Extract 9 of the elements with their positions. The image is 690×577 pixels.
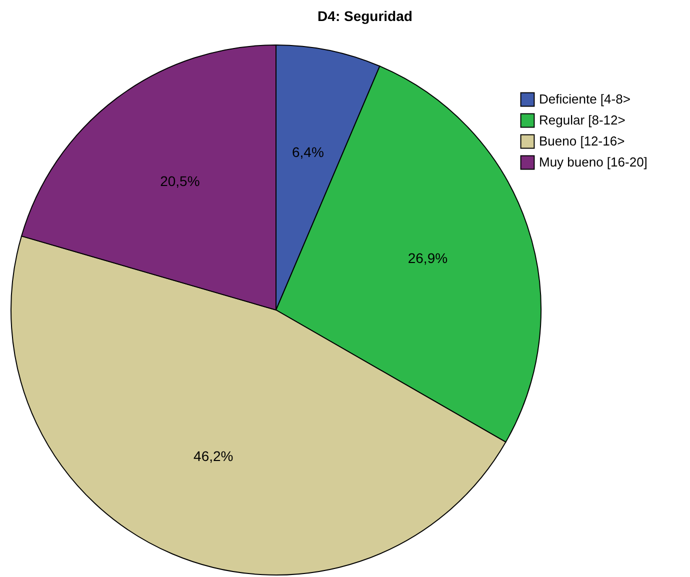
legend-label: Muy bueno [16-20] (539, 154, 648, 170)
data-label: 6,4% (292, 144, 324, 160)
data-label: 20,5% (160, 173, 200, 190)
data-label: 26,9% (408, 250, 448, 266)
legend-label: Deficiente [4-8> (539, 92, 630, 106)
legend-label: Regular [8-12> (539, 112, 626, 128)
chart-title: D4: Seguridad (318, 8, 412, 24)
legend-label: Bueno [12-16> (539, 134, 625, 148)
data-label: 46,2% (194, 448, 234, 464)
